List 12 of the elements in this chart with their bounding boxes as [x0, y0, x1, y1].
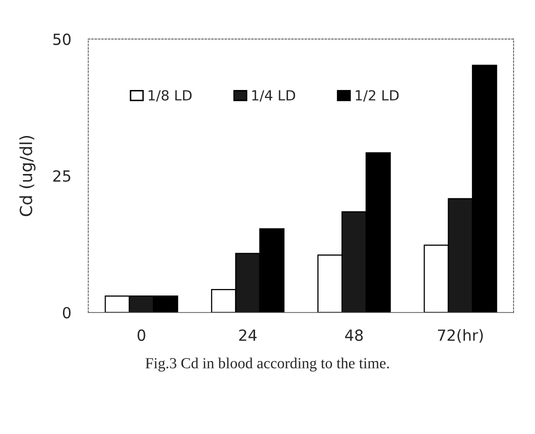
- x-tick-label: 24: [239, 329, 257, 341]
- x-tick-label: 72(hr): [438, 329, 483, 343]
- y-tick-label: 25: [53, 170, 70, 182]
- legend-label: 1/2 LD: [356, 90, 399, 102]
- legend-label: 1/4 LD: [252, 90, 296, 102]
- x-tick-label: 0: [138, 329, 146, 341]
- y-axis-title: Cd (ug/dl): [19, 136, 36, 216]
- legend-label: 1/8 LD: [148, 90, 192, 102]
- y-tick-label: 0: [62, 306, 71, 318]
- caption: Fig.3 Cd in blood according to the time.: [146, 358, 389, 372]
- x-tick-label: 48: [345, 329, 363, 341]
- y-tick-label: 50: [53, 34, 71, 46]
